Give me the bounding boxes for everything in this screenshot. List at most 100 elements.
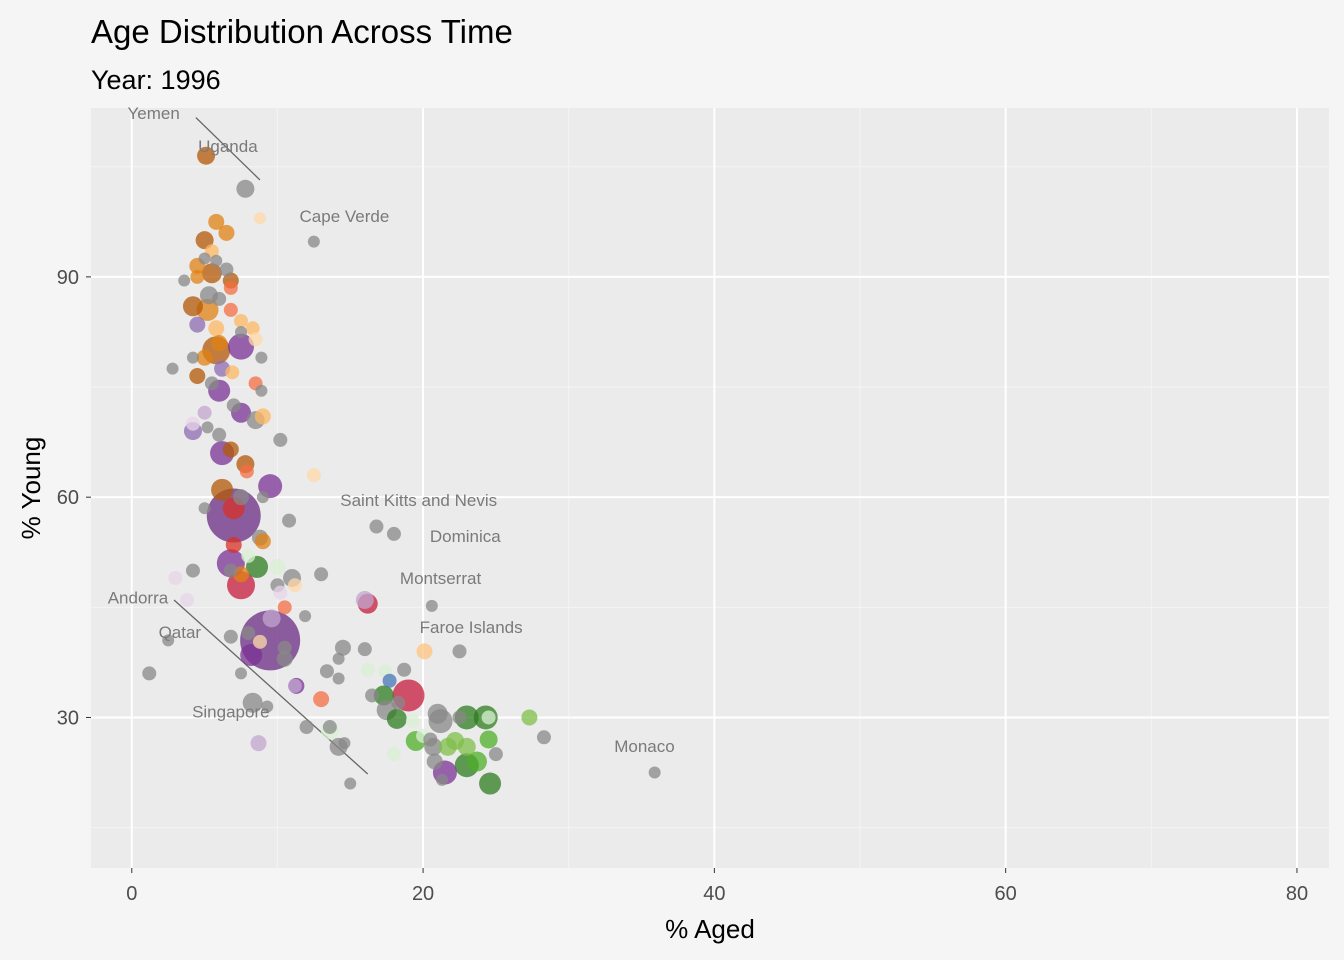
- data-point: [426, 753, 443, 770]
- data-point: [360, 662, 375, 677]
- data-point: [242, 692, 263, 713]
- data-point: [416, 643, 433, 660]
- data-point: [208, 320, 225, 337]
- data-point: [334, 639, 351, 656]
- y-tick-label: 30: [57, 707, 79, 729]
- data-point: [269, 558, 286, 575]
- data-point: [273, 432, 288, 447]
- y-tick-label: 90: [57, 267, 79, 289]
- data-point: [226, 398, 241, 413]
- x-axis-title: % Aged: [665, 914, 755, 944]
- data-point: [211, 334, 228, 351]
- data-point: [190, 269, 205, 284]
- data-point: [277, 640, 292, 655]
- data-point: [201, 421, 214, 434]
- data-point: [189, 316, 206, 333]
- data-point: [225, 536, 242, 553]
- data-point: [319, 664, 334, 679]
- data-point: [185, 416, 200, 431]
- data-point: [166, 362, 179, 375]
- data-point: [168, 570, 183, 585]
- data-point: [248, 332, 263, 347]
- data-point: [162, 634, 175, 647]
- country-label: Yemen: [128, 104, 180, 123]
- country-label: Faroe Islands: [420, 618, 523, 637]
- country-label: Andorra: [108, 589, 169, 608]
- data-point: [227, 571, 256, 600]
- data-point: [235, 667, 248, 680]
- data-point: [197, 146, 216, 165]
- country-labels: Yemen Uganda Cape Verde Saint Kitts and Nev…: [108, 104, 675, 756]
- x-axis-ticks: 0 20 40 60 80: [126, 868, 1308, 905]
- data-point: [479, 772, 502, 795]
- data-point: [196, 349, 213, 366]
- data-point: [195, 231, 214, 250]
- data-point: [397, 662, 412, 677]
- data-point: [234, 313, 249, 328]
- data-point: [223, 629, 238, 644]
- data-point: [208, 213, 225, 230]
- y-axis-ticks: 30 60 90: [57, 267, 91, 729]
- data-point: [241, 548, 256, 563]
- data-point: [219, 262, 234, 277]
- data-point: [261, 700, 274, 713]
- data-point: [457, 737, 476, 756]
- data-point: [344, 777, 357, 790]
- country-label: Saint Kitts and Nevis: [340, 491, 497, 510]
- data-point: [488, 747, 503, 762]
- data-point: [307, 235, 320, 248]
- x-tick-label: 60: [995, 883, 1017, 905]
- data-point: [245, 321, 260, 336]
- data-point: [252, 634, 267, 649]
- data-point: [299, 610, 312, 623]
- data-point: [189, 368, 206, 385]
- data-point: [306, 468, 321, 483]
- data-point: [427, 703, 448, 724]
- data-point: [648, 766, 661, 779]
- data-point: [332, 652, 345, 665]
- data-point: [197, 405, 212, 420]
- y-tick-label: 60: [57, 487, 79, 509]
- country-label: Qatar: [159, 623, 202, 642]
- data-point: [357, 642, 372, 657]
- data-point: [521, 709, 538, 726]
- chart-title: Age Distribution Across Time: [91, 13, 513, 50]
- country-label: Uganda: [198, 137, 258, 156]
- y-axis-title: % Young: [16, 437, 46, 540]
- country-label: Montserrat: [400, 569, 482, 588]
- data-point: [211, 478, 234, 501]
- data-point: [223, 563, 238, 578]
- data-point: [536, 730, 551, 745]
- data-point: [218, 224, 235, 241]
- data-point: [223, 280, 238, 295]
- data-point: [204, 376, 219, 391]
- data-point: [250, 735, 267, 752]
- data-point: [180, 592, 195, 607]
- country-label: Dominica: [430, 527, 501, 546]
- x-tick-label: 0: [126, 883, 137, 905]
- data-point: [235, 325, 248, 338]
- data-point: [438, 737, 457, 756]
- data-point: [391, 695, 406, 710]
- data-point: [355, 590, 374, 609]
- plot-panel: [91, 108, 1329, 868]
- data-point: [255, 384, 268, 397]
- data-point: [314, 567, 329, 582]
- data-point: [198, 502, 211, 515]
- data-point: [479, 730, 498, 749]
- data-point: [273, 585, 288, 600]
- data-point: [287, 578, 302, 593]
- gridlines: [91, 108, 1329, 868]
- data-point: [212, 427, 227, 442]
- data-point: [369, 519, 384, 534]
- country-label: Cape Verde: [300, 207, 390, 226]
- data-points: [142, 146, 661, 795]
- data-point: [299, 720, 314, 735]
- data-point: [225, 365, 240, 380]
- data-point: [313, 691, 330, 708]
- data-point: [254, 533, 271, 550]
- data-point: [332, 672, 345, 685]
- data-point: [178, 274, 191, 287]
- data-point: [256, 491, 269, 504]
